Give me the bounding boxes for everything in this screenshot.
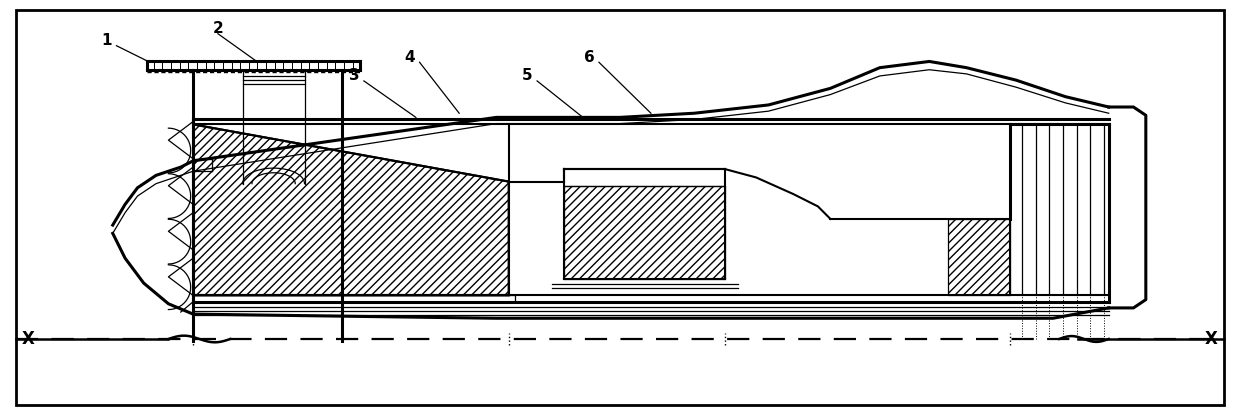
Text: X: X	[1205, 330, 1218, 348]
Text: 1: 1	[102, 33, 112, 48]
Text: 5: 5	[522, 68, 532, 83]
Polygon shape	[947, 219, 1009, 296]
Text: 4: 4	[404, 50, 415, 65]
Text: 6: 6	[584, 50, 594, 65]
Polygon shape	[564, 186, 725, 279]
Text: 3: 3	[348, 68, 360, 83]
Text: 2: 2	[212, 21, 223, 36]
Polygon shape	[193, 124, 508, 296]
Text: X: X	[22, 330, 35, 348]
